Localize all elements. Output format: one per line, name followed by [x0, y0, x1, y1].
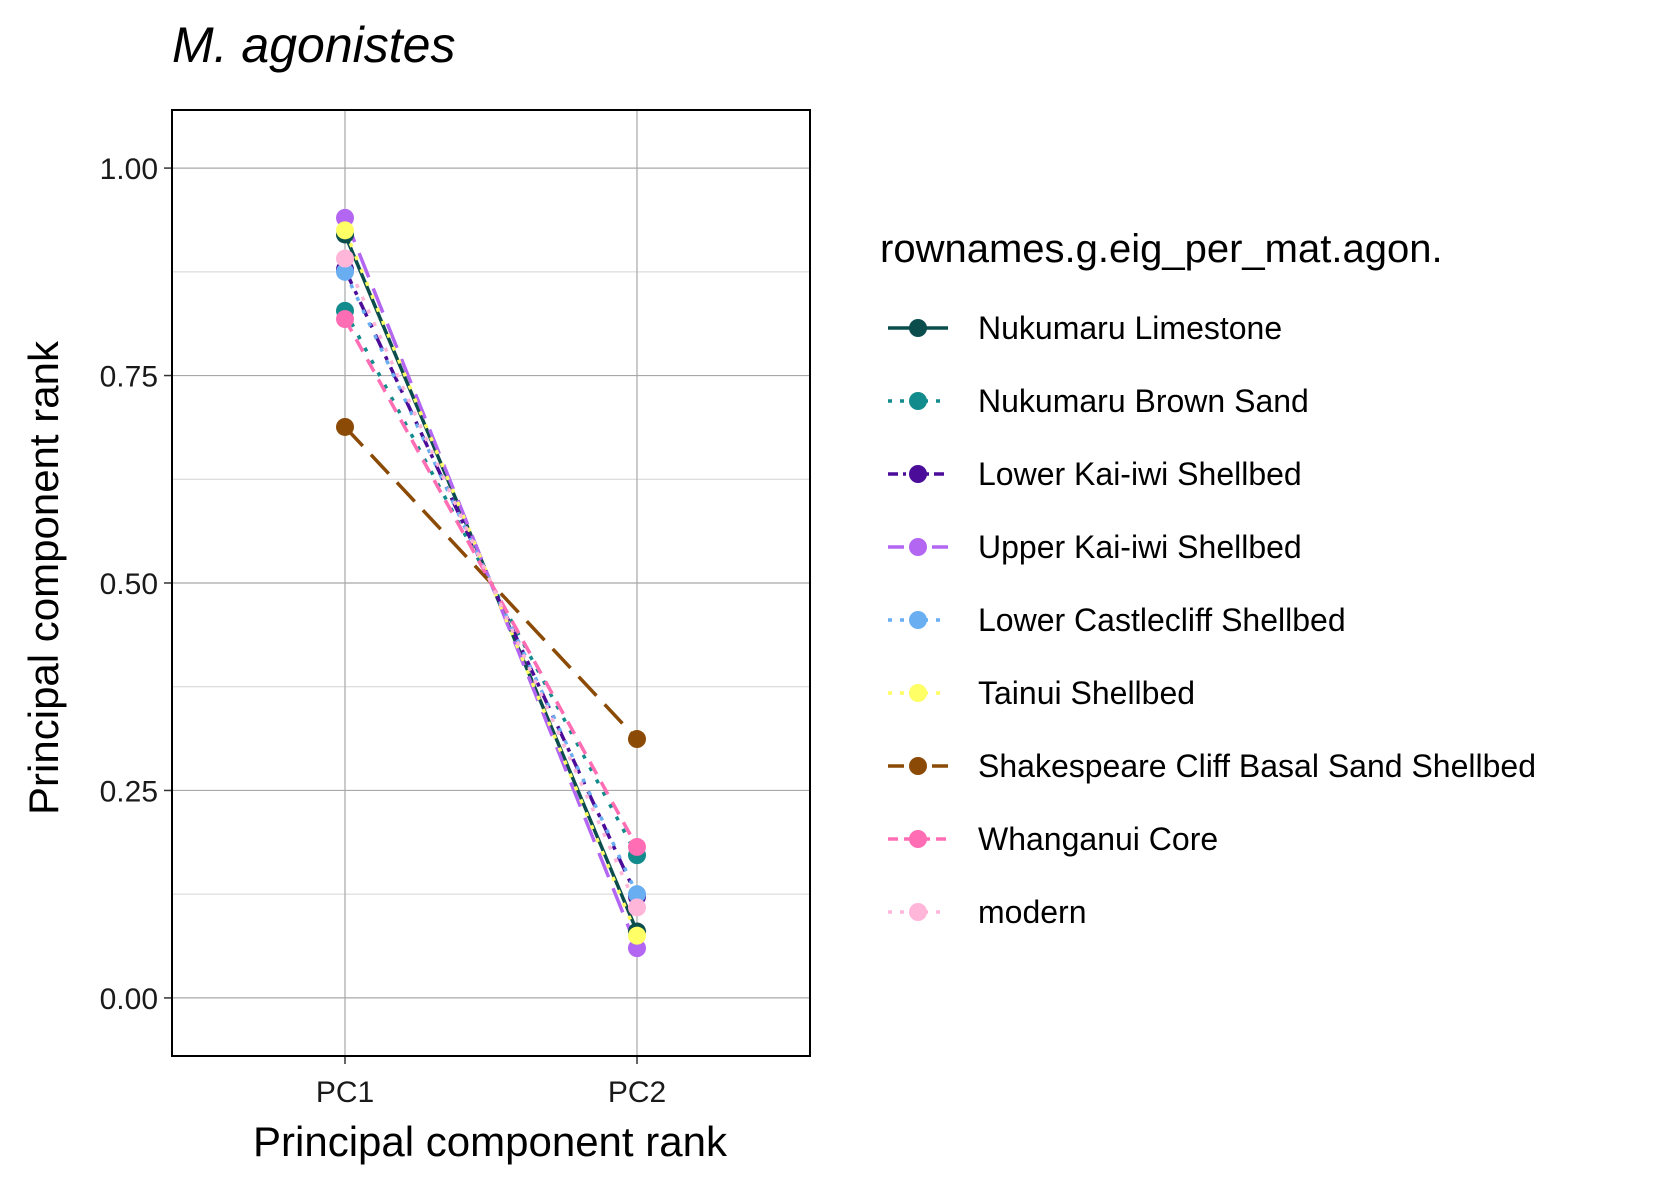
data-point — [336, 262, 354, 281]
data-point — [628, 926, 646, 945]
legend-key-point — [909, 392, 927, 410]
legend-key-point — [909, 757, 927, 775]
legend-key-point — [909, 465, 927, 483]
legend-item: Whanganui Core — [888, 821, 1218, 857]
data-point — [336, 310, 354, 329]
legend-item: Lower Castlecliff Shellbed — [888, 602, 1346, 638]
legend-label: Nukumaru Limestone — [978, 310, 1282, 346]
data-point — [628, 898, 646, 917]
legend-key-point — [909, 538, 927, 556]
legend-item: Tainui Shellbed — [888, 675, 1195, 711]
legend-item: Upper Kai-iwi Shellbed — [888, 529, 1302, 565]
legend: rownames.g.eig_per_mat.agon. Nukumaru Li… — [880, 227, 1536, 930]
legend-label: Shakespeare Cliff Basal Sand Shellbed — [978, 748, 1536, 784]
legend-item: Nukumaru Limestone — [888, 310, 1282, 346]
series-line — [343, 271, 639, 895]
legend-key-point — [909, 684, 927, 702]
legend-label: Lower Castlecliff Shellbed — [978, 602, 1346, 638]
y-axis-title: Principal component rank — [20, 340, 67, 815]
data-point — [336, 417, 354, 436]
data-point — [336, 249, 354, 268]
data-point — [336, 221, 354, 240]
y-tick-label: 0.50 — [100, 568, 158, 601]
x-tick-label: PC2 — [608, 1076, 666, 1109]
x-tick-label: PC1 — [316, 1076, 374, 1109]
y-tick-label: 0.75 — [100, 361, 158, 394]
data-point — [628, 730, 646, 749]
legend-item: Lower Kai-iwi Shellbed — [888, 456, 1302, 492]
data-point — [336, 208, 354, 227]
series-line — [343, 318, 639, 848]
legend-item: modern — [888, 894, 1087, 930]
x-axis-title: Principal component rank — [253, 1118, 728, 1165]
data-point — [628, 837, 646, 856]
chart-title: M. agonistes — [172, 17, 455, 73]
legend-key-point — [909, 611, 927, 629]
data-point — [628, 885, 646, 904]
legend-label: Nukumaru Brown Sand — [978, 383, 1309, 419]
y-tick-label: 0.00 — [100, 983, 158, 1016]
legend-title: rownames.g.eig_per_mat.agon. — [880, 227, 1443, 271]
data-point — [628, 939, 646, 958]
legend-label: Lower Kai-iwi Shellbed — [978, 456, 1302, 492]
legend-key-point — [909, 830, 927, 848]
legend-item: Nukumaru Brown Sand — [888, 383, 1309, 419]
legend-key-point — [909, 319, 927, 337]
legend-key-point — [909, 903, 927, 921]
y-tick-label: 1.00 — [100, 153, 158, 186]
plot-panel-border — [171, 109, 811, 1057]
legend-item: Shakespeare Cliff Basal Sand Shellbed — [888, 748, 1536, 784]
legend-label: Upper Kai-iwi Shellbed — [978, 529, 1302, 565]
legend-label: modern — [978, 894, 1087, 930]
legend-label: Whanganui Core — [978, 821, 1218, 857]
legend-label: Tainui Shellbed — [978, 675, 1195, 711]
y-tick-label: 0.25 — [100, 775, 158, 808]
